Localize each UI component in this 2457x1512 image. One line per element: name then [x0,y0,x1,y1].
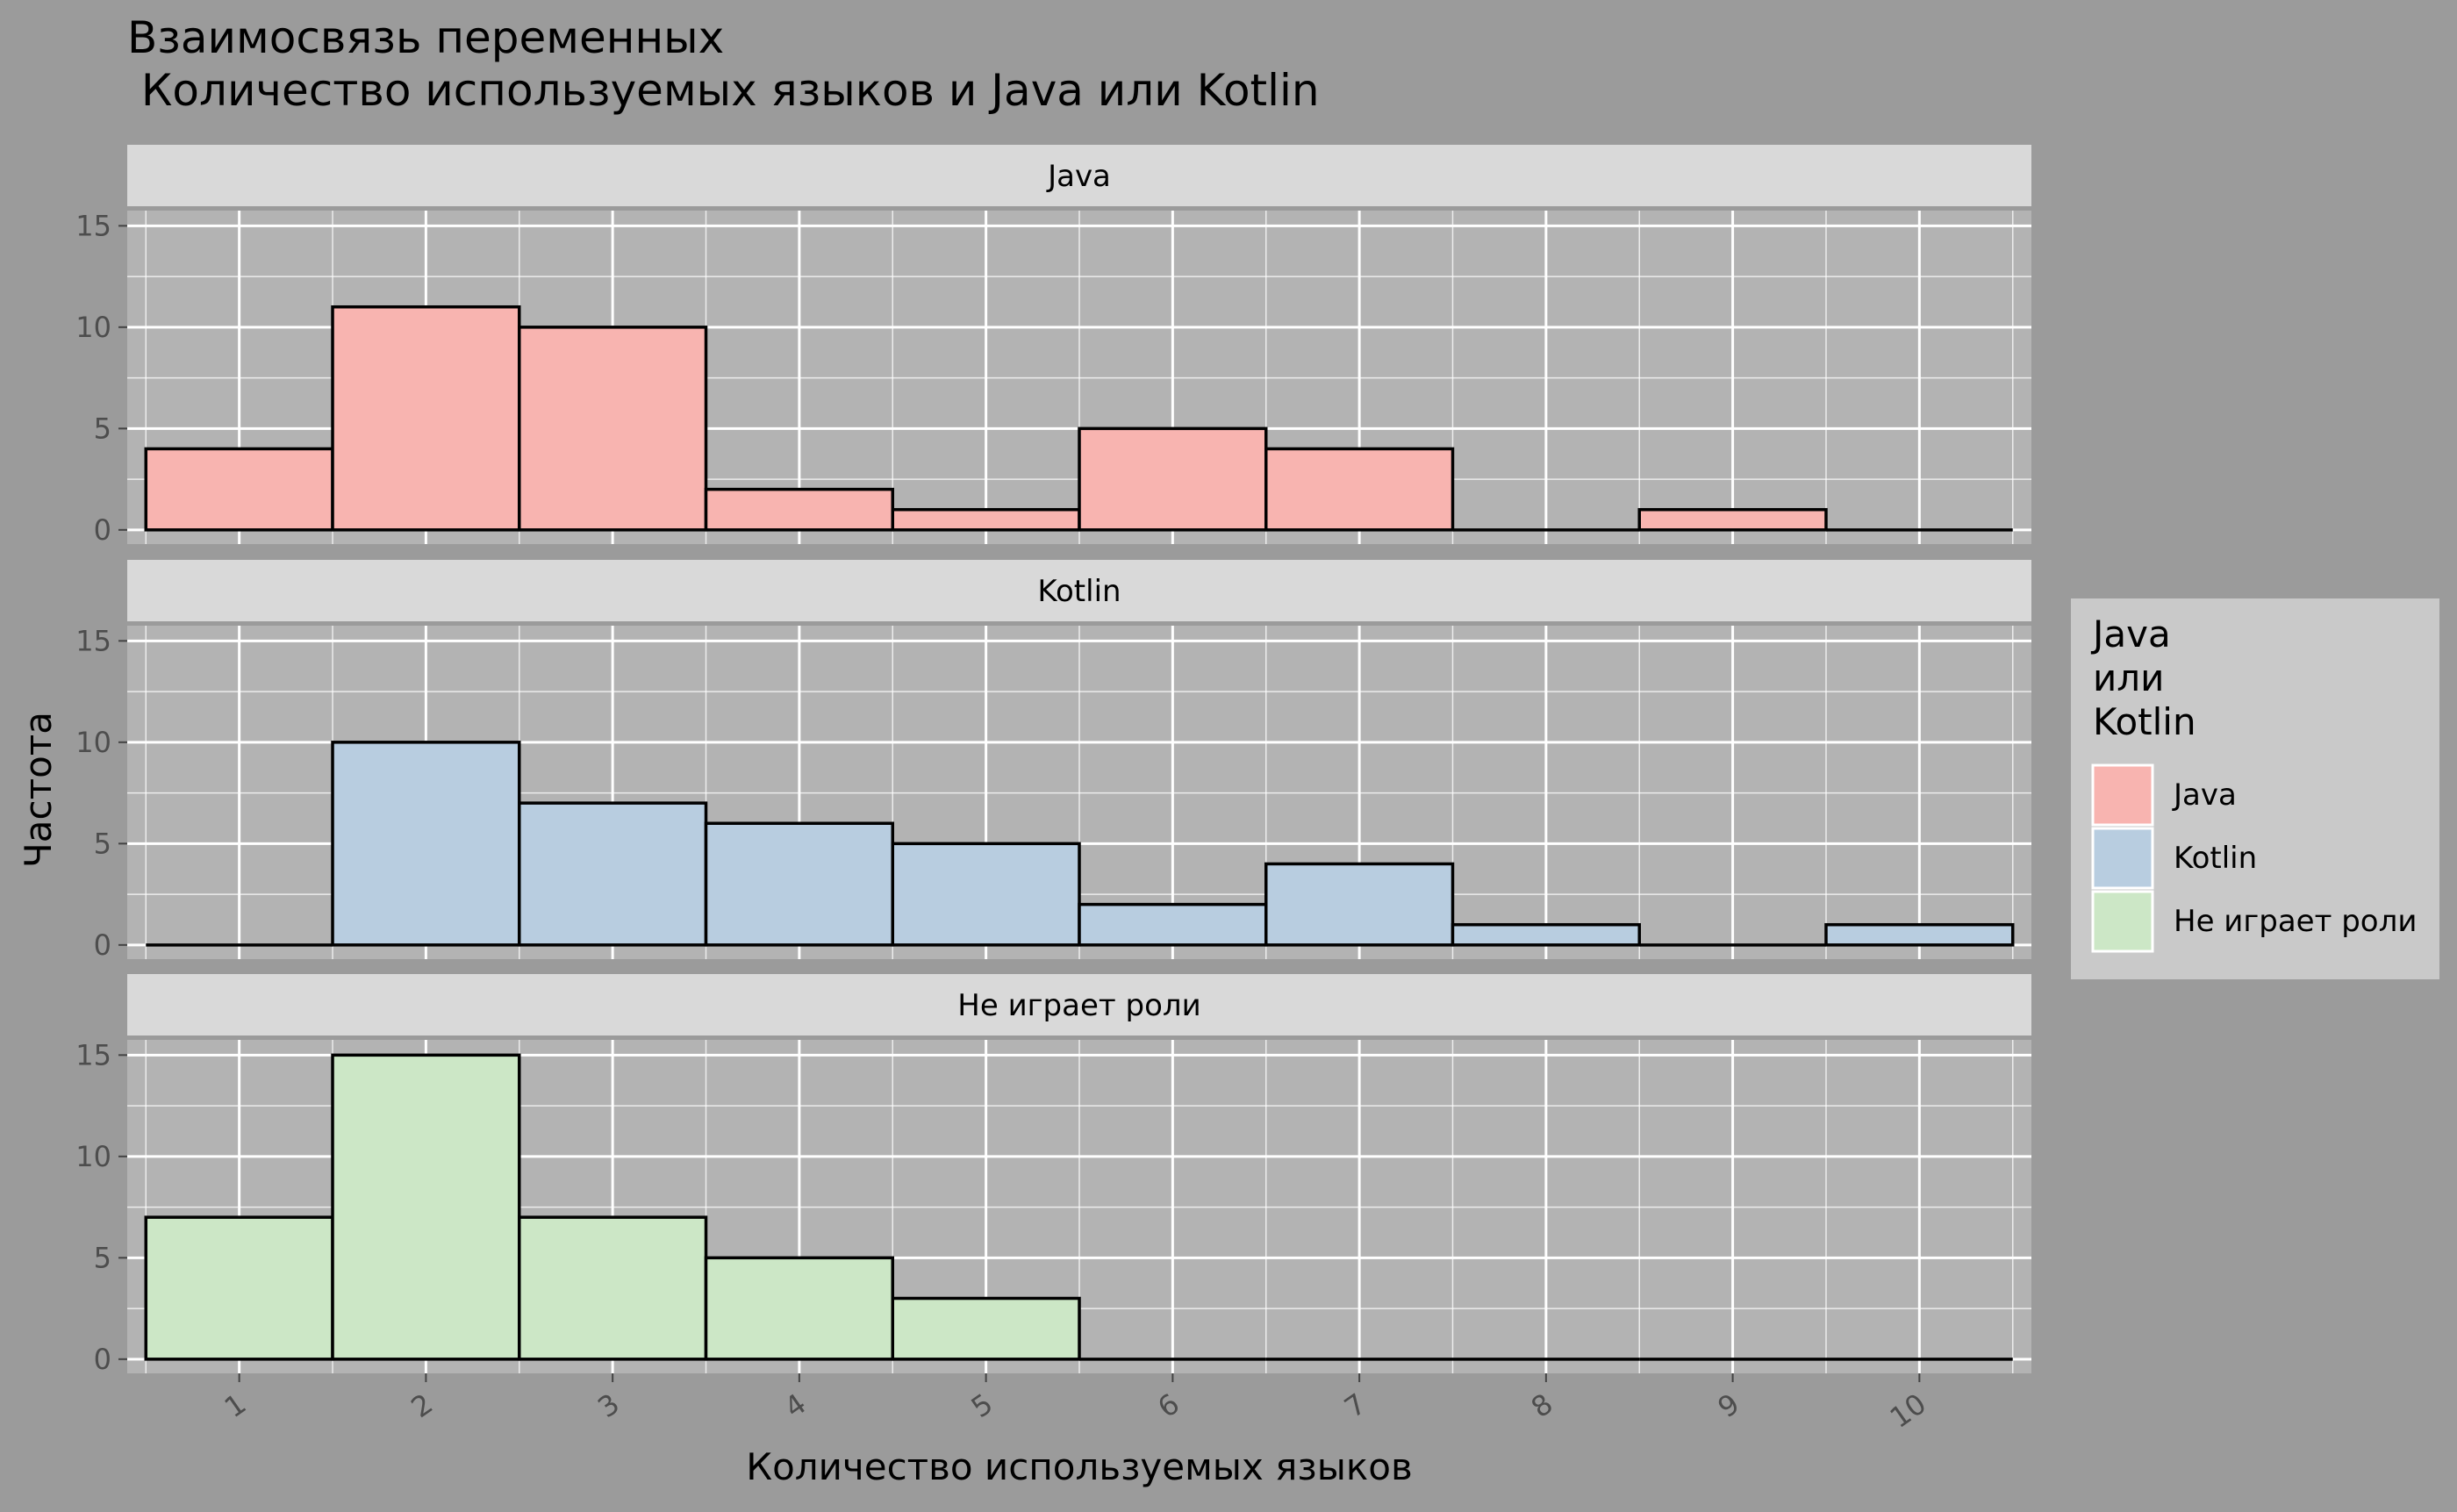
y-tick-label: 5 [94,1241,111,1274]
facet-strip [127,560,2031,621]
y-axis-title: Частота [17,712,60,868]
facet-panel-2: Kotlin 0 5 10 15 [75,560,2031,962]
facet-panel-1: Java 0 5 10 15 [75,145,2031,547]
y-tick-label: 10 [75,311,111,344]
legend-key [2091,827,2154,890]
legend-label: Java [2172,777,2237,813]
legend-key [2091,890,2154,953]
y-tick-label: 0 [94,513,111,547]
chart-title-line: Количество используемых языков и Java ил… [127,65,1320,116]
legend-title: Kotlin [2093,700,2196,743]
y-tick-label: 15 [75,209,111,242]
legend-title: или [2093,656,2164,699]
chart-title: Взаимосвязь переменных Количество исполь… [127,12,1320,116]
facet-panels: Java 0 5 10 15 Kotlin 0 5 10 15 Не играет роли 0 5 10… [75,145,2031,1376]
x-axis-title: Количество используемых языков [746,1445,1412,1488]
bar [704,821,895,947]
bar [1637,507,1828,532]
legend-label: Не играет роли [2174,904,2417,939]
bar [331,305,521,532]
y-tick-label: 10 [75,1140,111,1173]
legend-key [2091,763,2154,827]
bar [518,1215,708,1361]
y-tick-label: 10 [75,726,111,759]
facet-strip-label: Kotlin [1037,574,1121,609]
bar [891,507,1081,532]
bar [518,326,708,532]
facet-strip [127,974,2031,1035]
legend-title: Java [2090,613,2171,656]
y-tick-label: 5 [94,827,111,860]
facet-strip-label: Java [1046,159,1111,194]
bar [1824,922,2015,947]
y-tick-label: 0 [94,1343,111,1376]
bar [1078,426,1268,532]
bar [1078,902,1268,947]
bar [704,487,895,532]
bar [704,1256,895,1361]
y-tick-label: 0 [94,928,111,962]
bar [891,1296,1081,1361]
bar [518,801,708,947]
facet-strip-label: Не играет роли [957,988,1200,1023]
bar [1451,922,1641,947]
bar [1264,862,1455,947]
bar [1264,447,1455,532]
legend-label: Kotlin [2174,841,2257,876]
bar [144,447,334,532]
bar [331,1053,521,1361]
facet-panel-3: Не играет роли 0 5 10 15 [75,974,2031,1376]
chart-title-line: Взаимосвязь переменных [127,12,724,63]
bar [331,741,521,947]
bar [891,842,1081,947]
y-tick-label: 15 [75,624,111,657]
bar [144,1215,334,1361]
y-tick-label: 15 [75,1038,111,1071]
facet-strip [127,145,2031,206]
y-tick-label: 5 [94,412,111,445]
